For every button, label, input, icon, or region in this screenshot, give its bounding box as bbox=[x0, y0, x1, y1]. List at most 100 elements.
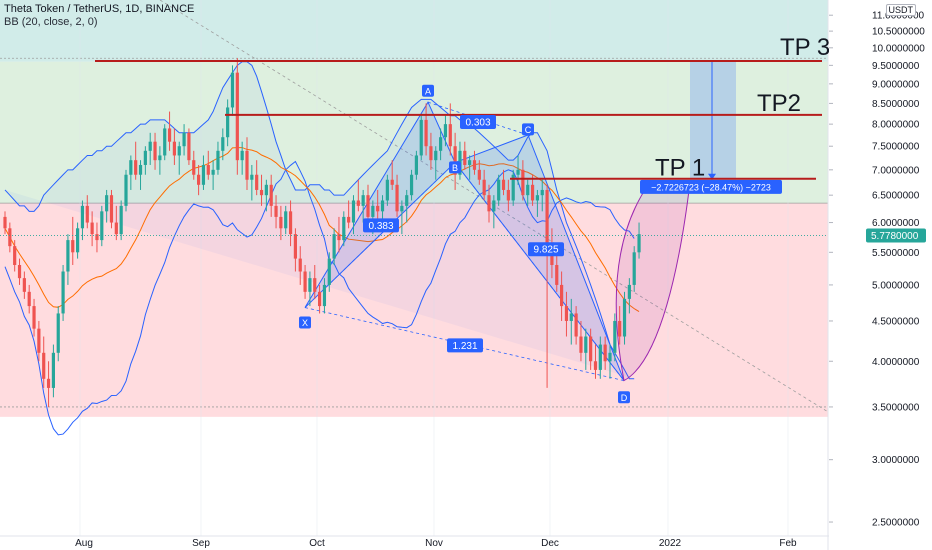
candle bbox=[153, 132, 157, 170]
candle-body bbox=[37, 328, 41, 353]
candle bbox=[3, 211, 7, 235]
candle bbox=[385, 174, 389, 206]
candle-body bbox=[424, 119, 428, 147]
candle-body bbox=[526, 184, 530, 196]
candle bbox=[134, 141, 138, 180]
candle-body bbox=[245, 150, 249, 180]
candle-body bbox=[492, 200, 496, 212]
price-tick-label: 3.0000000 bbox=[872, 455, 920, 466]
candle-body bbox=[511, 174, 515, 201]
point-label-box bbox=[618, 391, 630, 404]
candle-body bbox=[318, 291, 322, 307]
ratio-label: 0.383 bbox=[368, 221, 393, 232]
currency-badge[interactable]: USDT bbox=[885, 4, 916, 16]
candle bbox=[608, 344, 612, 379]
candle bbox=[114, 205, 118, 241]
symbol-title[interactable]: Theta Token / TetherUS, 1D, BINANCE bbox=[4, 3, 195, 15]
candle-body bbox=[80, 205, 85, 229]
candle-body bbox=[274, 205, 278, 217]
candle-body bbox=[90, 222, 94, 235]
candle-body bbox=[593, 361, 598, 370]
candle-body bbox=[555, 264, 559, 285]
candle-body bbox=[443, 124, 448, 138]
candle bbox=[259, 174, 264, 206]
candle-body bbox=[51, 352, 55, 388]
candle-body bbox=[405, 195, 409, 206]
candle bbox=[400, 200, 404, 235]
candle bbox=[540, 179, 544, 212]
candle-body bbox=[366, 195, 370, 217]
candle-body bbox=[138, 164, 143, 175]
candle-body bbox=[560, 284, 564, 307]
harmonic-bd bbox=[454, 162, 625, 381]
indicator-legend[interactable]: BB (20, close, 2, 0) bbox=[4, 16, 98, 28]
time-tick-label: Nov bbox=[425, 538, 443, 549]
zone-top bbox=[0, 0, 828, 62]
candle bbox=[521, 160, 525, 201]
candle-body bbox=[284, 211, 288, 229]
price-tick-label: 7.0000000 bbox=[872, 165, 920, 176]
candle bbox=[429, 132, 433, 170]
candle-body bbox=[429, 146, 433, 161]
point-label-c: C bbox=[525, 125, 532, 135]
candle-body bbox=[46, 378, 51, 388]
candle bbox=[501, 169, 506, 196]
candle bbox=[506, 179, 510, 212]
point-label-box bbox=[449, 161, 461, 174]
candle-body bbox=[71, 240, 75, 253]
point-label-a: A bbox=[425, 86, 431, 96]
candle bbox=[424, 103, 428, 156]
candle bbox=[395, 174, 399, 217]
candle bbox=[119, 200, 123, 241]
candle-body bbox=[414, 155, 418, 175]
measure-box bbox=[690, 61, 736, 180]
candle-body bbox=[516, 169, 520, 175]
candle-body bbox=[453, 146, 457, 175]
time-axis[interactable]: Aug Sep Oct Nov Dec 2022 Feb bbox=[75, 538, 797, 549]
candle bbox=[564, 291, 569, 337]
candle-body bbox=[482, 179, 486, 196]
bb-lower-line bbox=[4, 160, 635, 436]
ratio-label-box bbox=[363, 218, 399, 233]
candle-body bbox=[598, 344, 602, 370]
candle-body bbox=[468, 160, 472, 165]
time-tick-label: Feb bbox=[779, 538, 797, 549]
candle-body bbox=[66, 240, 70, 272]
price-tick-label: 6.5000000 bbox=[872, 191, 920, 202]
candle bbox=[235, 58, 239, 175]
candle bbox=[443, 115, 448, 147]
last-price-tag bbox=[866, 228, 926, 243]
candle-body bbox=[119, 205, 123, 235]
candle bbox=[303, 264, 307, 299]
candle bbox=[284, 205, 288, 235]
candle-body bbox=[632, 252, 636, 285]
candle-body bbox=[385, 179, 389, 201]
candle-body bbox=[618, 320, 622, 337]
candle-body bbox=[540, 189, 544, 196]
candle-body bbox=[487, 195, 491, 212]
candle bbox=[230, 65, 235, 116]
candle bbox=[85, 195, 89, 229]
candle bbox=[255, 160, 259, 196]
candle bbox=[221, 128, 225, 161]
point-label-d: D bbox=[621, 393, 628, 403]
candle-body bbox=[448, 124, 452, 147]
candle-body bbox=[409, 174, 414, 196]
candle bbox=[405, 189, 409, 223]
candle bbox=[8, 222, 12, 253]
candle bbox=[61, 264, 65, 321]
candle-body bbox=[337, 234, 341, 241]
candle bbox=[637, 222, 641, 259]
candle bbox=[361, 189, 365, 223]
candle-body bbox=[182, 132, 186, 147]
time-tick-label: Aug bbox=[75, 538, 93, 549]
time-tick-label: Dec bbox=[541, 538, 559, 549]
candle-body bbox=[390, 179, 394, 185]
candle-body bbox=[293, 234, 297, 259]
price-tick-label: 4.5000000 bbox=[872, 316, 920, 327]
candle bbox=[569, 298, 573, 345]
candle-body bbox=[439, 137, 443, 151]
